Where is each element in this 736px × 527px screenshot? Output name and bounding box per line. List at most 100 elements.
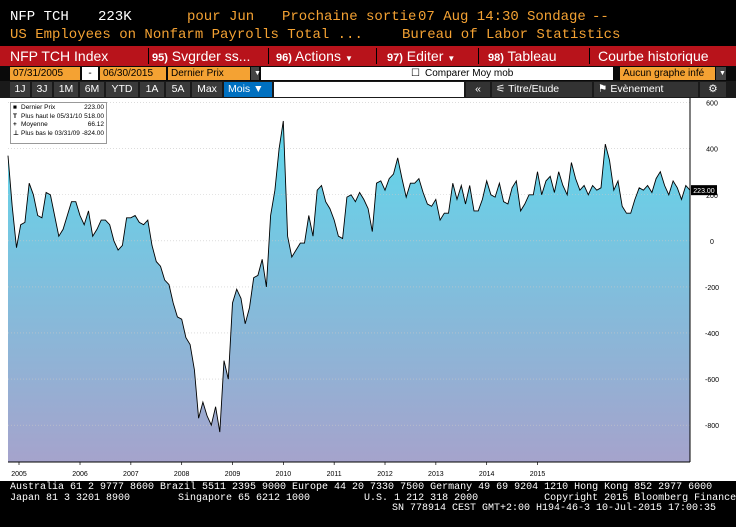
x-tick-label: 2015 xyxy=(530,471,546,478)
tab-ytd[interactable]: YTD xyxy=(106,82,138,97)
x-tick-label: 2010 xyxy=(276,471,292,478)
menu-divider xyxy=(376,48,377,64)
legend-row: ■ Dernier Prix 223.00 xyxy=(13,104,104,113)
events-button[interactable]: ⚑ Evènement xyxy=(594,82,698,97)
y-tick-label: 400 xyxy=(706,147,718,154)
start-date-field[interactable]: 07/31/2005 xyxy=(10,67,80,80)
period-label: Mois xyxy=(228,83,251,95)
events-label: Evènement xyxy=(610,83,664,95)
y-tick-label: -600 xyxy=(705,377,719,384)
tab-1m[interactable]: 1M xyxy=(54,82,78,97)
legend-value: 518.00 xyxy=(84,112,104,120)
actions-num: 96) xyxy=(276,52,292,64)
compare-box[interactable]: ☐ Comparer Moy mob xyxy=(261,67,613,80)
chevron-down-icon: ▼ xyxy=(447,54,456,63)
tab-1a[interactable]: 1A xyxy=(140,82,164,97)
chevron-down-icon: ▼ xyxy=(344,54,353,63)
title-study-label: Titre/Etude xyxy=(508,83,560,95)
save-num: 95) xyxy=(152,52,168,64)
chevron-down-icon[interactable]: ▼ xyxy=(716,67,726,80)
legend-label: Moyenne xyxy=(21,121,48,128)
tab-1j[interactable]: 1J xyxy=(10,82,30,97)
legend-glyph: ■ xyxy=(13,104,17,111)
period-label: pour Jun xyxy=(187,9,255,25)
chevron-down-icon[interactable]: ▼ xyxy=(251,67,261,80)
menu-bar: NFP TCH Index 95) Svgrder ss... 96) Acti… xyxy=(0,46,736,66)
ticker: NFP TCH xyxy=(10,9,69,25)
y-tick-label: -400 xyxy=(705,331,719,338)
legend-row: + Moyenne 66.12 xyxy=(13,121,104,130)
y-tick-label: 200 xyxy=(706,193,718,200)
period-selector[interactable]: Mois ▼ xyxy=(224,82,272,97)
x-tick-label: 2012 xyxy=(377,471,393,478)
save-label: Svgrder ss... xyxy=(171,48,251,64)
table-label: Tableau xyxy=(507,48,557,64)
collapse-button[interactable]: « xyxy=(466,82,490,97)
x-tick-label: 2008 xyxy=(174,471,190,478)
date-dash: - xyxy=(82,67,98,80)
x-tick-label: 2007 xyxy=(123,471,139,478)
tab-5a[interactable]: 5A xyxy=(166,82,190,97)
source: Bureau of Labor Statistics xyxy=(402,27,621,43)
legend-value: 66.12 xyxy=(87,121,104,128)
edit-menu[interactable]: 97) Editer ▼ xyxy=(387,46,455,66)
date-range-bar: 07/31/2005 - 06/30/2015 Dernier Prix ▼ ☐… xyxy=(0,66,736,81)
gear-icon[interactable]: ⚙ xyxy=(700,82,726,97)
footer-contacts-1: Australia 61 2 9777 8600 Brazil 5511 239… xyxy=(10,482,713,493)
x-tick-label: 2011 xyxy=(327,471,342,478)
chart-area: 600 400 200 0 -200 -400 -600 -800 2005 2006 2007 20… xyxy=(0,98,736,489)
footer-contacts-2: Japan 81 3 3201 8900 Singapore 65 6212 1… xyxy=(10,493,736,504)
menu-divider xyxy=(268,48,269,64)
legend-glyph: ⊥ xyxy=(13,129,19,137)
footer: Australia 61 2 9777 8600 Brazil 5511 239… xyxy=(0,481,736,527)
compare-label: Comparer Moy mob xyxy=(425,68,514,79)
series-line xyxy=(7,120,691,433)
x-tick-label: 2006 xyxy=(72,471,88,478)
field-selector[interactable]: Dernier Prix xyxy=(168,67,250,80)
security-header: NFP TCH 223K pour Jun Prochaine sortie 0… xyxy=(0,8,736,26)
footer-session: SN 778914 CEST GMT+2:00 H194-46-3 10-Jul… xyxy=(392,503,717,514)
tab-6m[interactable]: 6M xyxy=(80,82,104,97)
x-tick-label: 2013 xyxy=(428,471,444,478)
tab-3j[interactable]: 3J xyxy=(32,82,52,97)
history-chart-title[interactable]: Courbe historique xyxy=(598,48,709,64)
last-value-tag xyxy=(691,185,717,196)
table-num: 98) xyxy=(488,52,504,64)
line-chart-icon: ⚟ xyxy=(496,83,506,95)
legend-glyph: + xyxy=(13,121,17,128)
lower-graph-selector[interactable]: Aucun graphe infé xyxy=(620,67,715,80)
legend-label: Plus haut le 05/31/10 xyxy=(21,112,83,120)
period-tabs: 1J 3J 1M 6M YTD 1A 5A Max Mois ▼ « ⚟ Tit… xyxy=(0,81,736,98)
survey-value: -- xyxy=(592,9,609,25)
last-value: 223K xyxy=(98,9,132,25)
x-tick-label: 2009 xyxy=(225,471,241,478)
edit-label: Editer xyxy=(406,48,444,64)
last-value-label: 223.00 xyxy=(693,188,715,195)
end-date-field[interactable]: 06/30/2015 xyxy=(100,67,166,80)
legend-value: -824.00 xyxy=(81,129,104,137)
title-study-button[interactable]: ⚟ Titre/Etude xyxy=(492,82,592,97)
chart-legend: ■ Dernier Prix 223.00 T Plus haut le 05/31/… xyxy=(10,102,107,144)
x-tick-label: 2005 xyxy=(11,471,27,478)
actions-label: Actions xyxy=(295,48,341,64)
index-name[interactable]: NFP TCH Index xyxy=(10,48,109,64)
x-tick-label: 2014 xyxy=(479,471,495,478)
y-tick-label: -200 xyxy=(705,285,719,292)
save-menu[interactable]: 95) Svgrder ss... xyxy=(152,46,250,66)
description: US Employees on Nonfarm Payrolls Total .… xyxy=(10,27,363,43)
y-tick-label: -800 xyxy=(705,423,719,430)
legend-label: Dernier Prix xyxy=(21,104,56,111)
next-release-date: 07 Aug 14:30 xyxy=(418,9,519,25)
actions-menu[interactable]: 96) Actions ▼ xyxy=(276,46,353,66)
legend-value: 223.00 xyxy=(84,104,104,111)
tab-max[interactable]: Max xyxy=(192,82,222,97)
edit-num: 97) xyxy=(387,52,403,64)
legend-glyph: T xyxy=(13,112,17,120)
flag-icon: ⚑ xyxy=(598,83,608,95)
checkbox-icon[interactable]: ☐ xyxy=(411,68,420,79)
y-tick-label: 0 xyxy=(710,239,714,246)
table-menu[interactable]: 98) Tableau xyxy=(488,46,557,66)
period-input[interactable] xyxy=(274,82,464,97)
y-tick-label: 600 xyxy=(706,101,718,108)
legend-row: ⊥ Plus bas le 03/31/09 -824.00 xyxy=(13,130,104,139)
